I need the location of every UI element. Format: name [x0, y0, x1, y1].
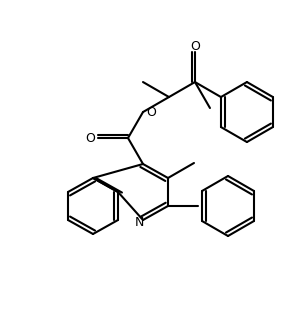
Text: N: N: [134, 215, 144, 229]
Text: O: O: [190, 40, 200, 52]
Text: O: O: [146, 106, 156, 119]
Text: O: O: [85, 132, 95, 144]
